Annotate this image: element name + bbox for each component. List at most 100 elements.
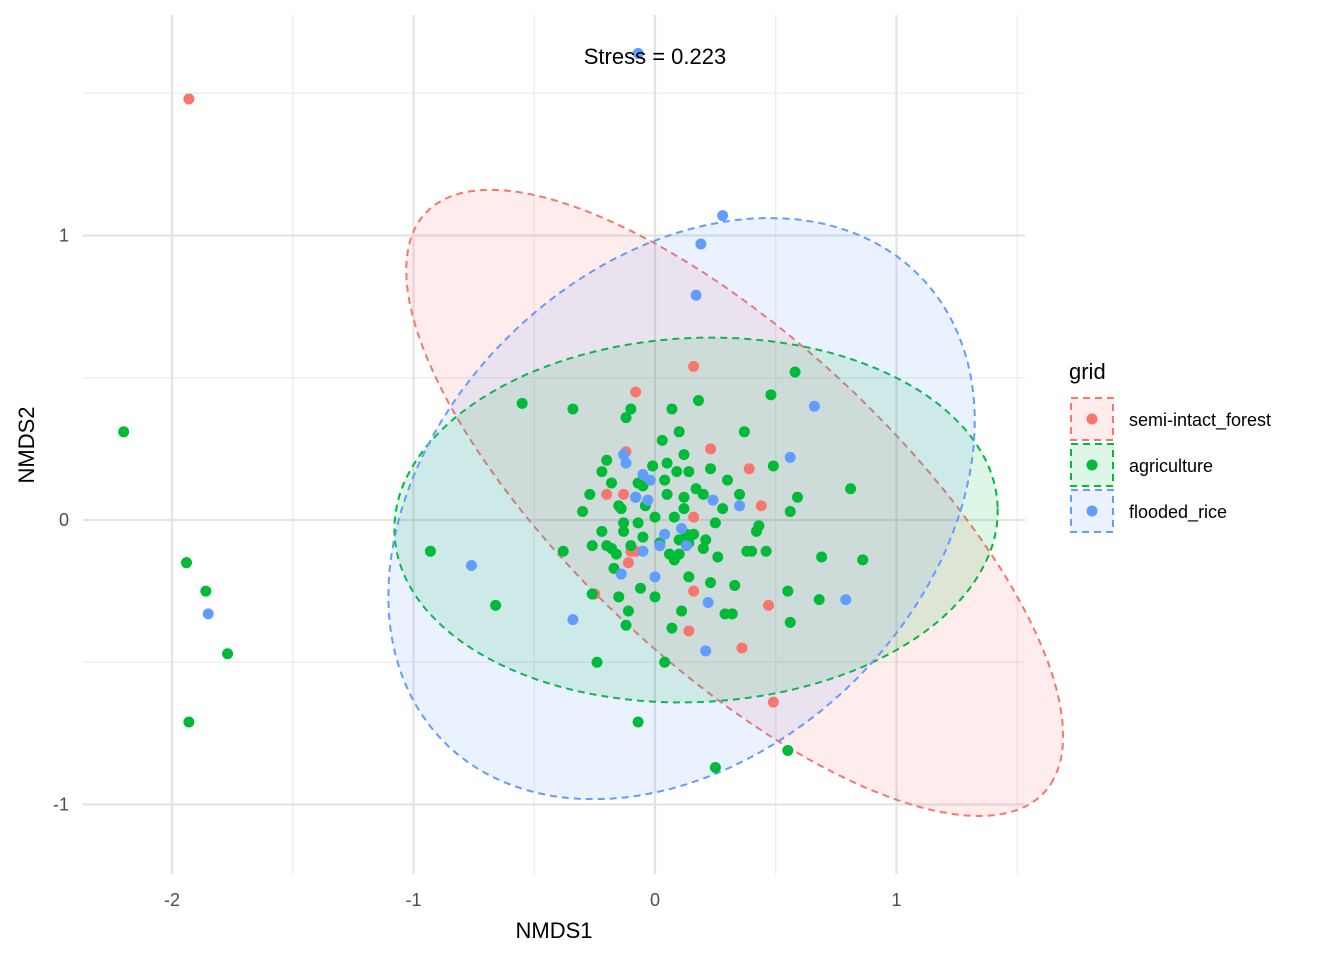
point-agriculture: [620, 412, 632, 424]
point-agriculture: [721, 474, 733, 486]
legend-key-agriculture: [1070, 443, 1114, 487]
point-flooded_rice: [808, 400, 820, 412]
x-tick-label: 0: [650, 890, 660, 910]
point-agriculture: [678, 491, 690, 503]
point-agriculture: [700, 534, 712, 546]
point-agriculture: [591, 656, 603, 668]
point-flooded_rice: [567, 614, 579, 626]
legend: grid semi-intact_forest agriculture floode…: [1069, 359, 1271, 533]
y-tick-label: -1: [53, 795, 69, 815]
point-agriculture: [729, 579, 741, 591]
point-agriculture: [584, 488, 596, 500]
major-gridlines: [83, 15, 1025, 874]
point-flooded_rice: [700, 645, 712, 657]
point-semi-intact_forest: [683, 625, 695, 637]
point-semi-intact_forest: [630, 386, 642, 398]
x-tick-labels: -2 -1 0 1: [164, 890, 902, 910]
point-agriculture: [676, 605, 688, 617]
point-flooded_rice: [734, 500, 746, 512]
point-semi-intact_forest: [688, 511, 700, 523]
point-flooded_rice: [618, 449, 630, 461]
point-agriculture: [632, 517, 644, 529]
point-agriculture: [606, 477, 618, 489]
point-agriculture: [666, 403, 678, 415]
point-agriculture: [683, 571, 695, 583]
point-flooded_rice: [630, 491, 642, 503]
point-agriculture: [659, 656, 671, 668]
x-tick-label: -1: [405, 890, 421, 910]
legend-label-flooded_rice: flooded_rice: [1129, 502, 1227, 523]
point-agriculture: [816, 551, 828, 563]
point-agriculture: [666, 622, 678, 634]
point-semi-intact_forest: [767, 696, 779, 708]
point-agriculture: [586, 540, 598, 552]
point-agriculture: [692, 395, 704, 407]
point-semi-intact_forest: [736, 642, 748, 654]
point-flooded_rice: [642, 494, 654, 506]
confidence-ellipses: [387, 188, 1065, 818]
x-tick-label: -2: [164, 890, 180, 910]
point-agriculture: [734, 488, 746, 500]
y-axis-title: NMDS2: [14, 406, 39, 483]
point-agriculture: [625, 403, 637, 415]
y-tick-labels: -1 0 1: [53, 226, 69, 815]
legend-marker-agriculture: [1086, 459, 1098, 471]
y-tick-label: 1: [59, 226, 69, 246]
point-agriculture: [705, 463, 717, 475]
stress-annotation: Stress = 0.223: [584, 44, 726, 69]
point-agriculture: [719, 608, 731, 620]
point-agriculture: [782, 585, 794, 597]
point-agriculture: [709, 762, 721, 774]
point-agriculture: [683, 466, 695, 478]
point-semi-intact_forest: [688, 585, 700, 597]
point-agriculture: [784, 505, 796, 517]
point-agriculture: [516, 397, 528, 409]
point-flooded_rice: [690, 289, 702, 301]
point-agriculture: [618, 525, 630, 537]
point-agriculture: [649, 511, 661, 523]
point-agriculture: [557, 545, 569, 557]
point-semi-intact_forest: [763, 599, 775, 611]
point-agriculture: [567, 403, 579, 415]
point-agriculture: [615, 503, 627, 515]
point-agriculture: [649, 591, 661, 603]
point-agriculture: [673, 426, 685, 438]
point-agriculture: [668, 554, 680, 566]
point-agriculture: [625, 540, 637, 552]
point-flooded_rice: [707, 494, 719, 506]
point-agriculture: [222, 648, 234, 660]
point-flooded_rice: [784, 451, 796, 463]
point-semi-intact_forest: [755, 500, 767, 512]
point-agriculture: [671, 466, 683, 478]
point-agriculture: [765, 389, 777, 401]
point-agriculture: [586, 588, 598, 600]
point-agriculture: [632, 477, 644, 489]
point-flooded_rice: [620, 457, 632, 469]
point-agriculture: [697, 542, 709, 554]
point-flooded_rice: [637, 545, 649, 557]
point-agriculture: [118, 426, 130, 438]
point-flooded_rice: [465, 560, 477, 572]
point-flooded_rice: [702, 597, 714, 609]
point-semi-intact_forest: [705, 443, 717, 455]
point-agriculture: [577, 505, 589, 517]
point-agriculture: [738, 426, 750, 438]
point-agriculture: [661, 488, 673, 500]
point-agriculture: [668, 511, 680, 523]
point-semi-intact_forest: [688, 360, 700, 372]
point-flooded_rice: [659, 528, 671, 540]
point-agriculture: [813, 594, 825, 606]
point-agriculture: [622, 605, 634, 617]
y-tick-label: 0: [59, 510, 69, 530]
x-tick-label: 1: [891, 890, 901, 910]
legend-title: grid: [1069, 359, 1106, 384]
point-agriculture: [596, 466, 608, 478]
point-flooded_rice: [695, 238, 707, 250]
point-agriculture: [620, 619, 632, 631]
point-flooded_rice: [649, 571, 661, 583]
point-agriculture: [637, 531, 649, 543]
point-agriculture: [705, 577, 717, 589]
point-flooded_rice: [840, 594, 852, 606]
point-agriculture: [784, 616, 796, 628]
